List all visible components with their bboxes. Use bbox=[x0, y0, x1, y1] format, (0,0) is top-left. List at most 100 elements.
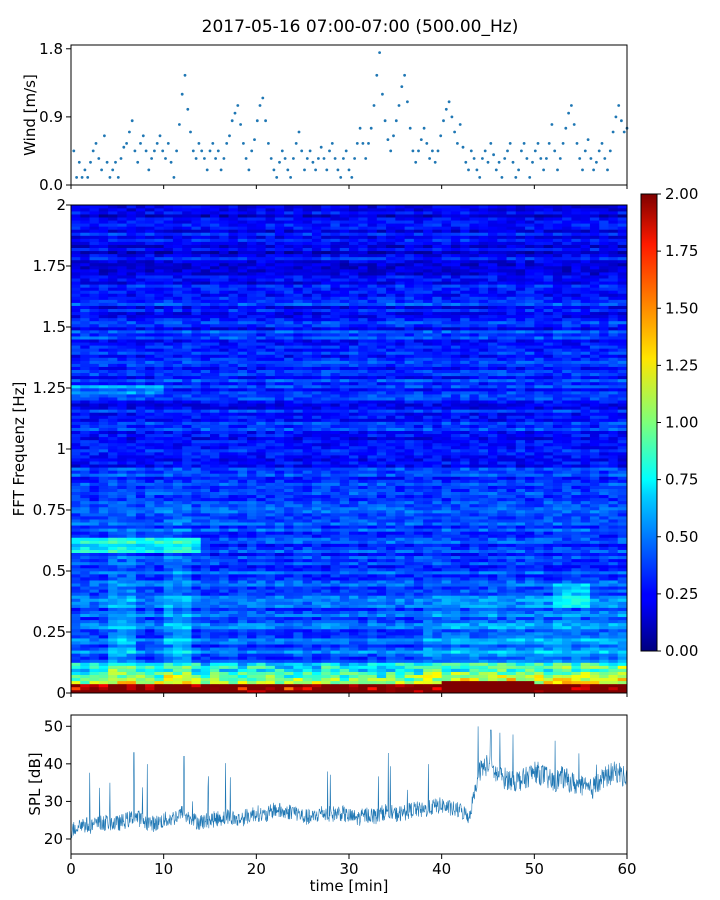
spectrogram-cell bbox=[552, 497, 563, 502]
spectrogram-cell bbox=[608, 519, 619, 523]
spectrogram-cell bbox=[478, 662, 489, 666]
spectrogram-cell bbox=[172, 540, 183, 544]
spectrogram-cell bbox=[135, 595, 146, 599]
wind-point bbox=[620, 119, 623, 123]
spectrogram-cell bbox=[302, 473, 313, 477]
spectrogram-cell bbox=[293, 628, 303, 633]
spectrogram-cell bbox=[478, 464, 489, 468]
spectrogram-cell bbox=[460, 589, 470, 593]
spectrogram-cell bbox=[126, 619, 137, 624]
spectrogram-cell bbox=[478, 625, 489, 630]
spectrogram-cell bbox=[432, 659, 442, 663]
spectrogram-cell bbox=[191, 476, 202, 480]
spectrogram-cell bbox=[89, 543, 100, 547]
spectrogram-cell bbox=[210, 513, 220, 517]
spectrogram-cell bbox=[386, 653, 396, 657]
spectrogram-cell bbox=[580, 506, 591, 511]
spectrogram-cell bbox=[135, 680, 146, 685]
spectrogram-cell bbox=[460, 659, 470, 663]
spectrogram-cell bbox=[219, 497, 229, 502]
spectrogram-cell bbox=[126, 583, 137, 587]
spectrogram-cell bbox=[311, 537, 322, 541]
wind-point bbox=[528, 176, 532, 179]
spectrogram-cell bbox=[488, 482, 498, 486]
spectrogram-cell bbox=[330, 647, 341, 651]
spectrogram-cell bbox=[617, 580, 628, 584]
spectrogram-cell bbox=[386, 613, 396, 618]
spectrogram-cell bbox=[589, 552, 600, 557]
spectrogram-cell bbox=[506, 574, 517, 578]
spectrogram-cell bbox=[488, 500, 498, 505]
spectrogram-cell bbox=[580, 580, 591, 584]
spectrogram-cell bbox=[367, 549, 378, 553]
spectrogram-cell bbox=[460, 653, 470, 657]
spectrogram-cell bbox=[256, 506, 266, 511]
spectrogram-cell bbox=[228, 635, 239, 639]
spectrogram-cell bbox=[293, 482, 303, 486]
spectrogram-cell bbox=[358, 580, 368, 584]
spectrogram-cell bbox=[608, 503, 619, 508]
spectrogram-cell bbox=[469, 607, 480, 611]
spectrogram-cell bbox=[293, 683, 303, 688]
spectrogram-cell bbox=[247, 577, 257, 581]
spectrogram-cell bbox=[562, 571, 572, 575]
spectrogram-cell bbox=[321, 513, 331, 517]
spectrogram-cell bbox=[135, 476, 146, 480]
spectrogram-cell bbox=[293, 491, 303, 496]
spectrogram-cell bbox=[349, 449, 359, 453]
spectrogram-cell bbox=[108, 577, 118, 581]
spectrogram-cell bbox=[89, 625, 100, 630]
spectrogram-cell bbox=[358, 571, 368, 575]
spectrogram-cell bbox=[302, 589, 313, 593]
spectrogram-cell bbox=[580, 616, 591, 621]
spectrogram-cell bbox=[488, 625, 498, 630]
spectrogram-cell bbox=[349, 485, 359, 489]
spectrogram-cell bbox=[126, 479, 137, 483]
spectrogram-cell bbox=[191, 522, 202, 526]
spectrogram-cell bbox=[413, 546, 424, 550]
spectrogram-cell bbox=[126, 622, 137, 627]
spectrogram-cell bbox=[460, 665, 470, 669]
spectrogram-cell bbox=[210, 650, 220, 654]
spectrogram-cell bbox=[358, 610, 368, 614]
spectrogram-cell bbox=[89, 574, 100, 578]
spectrogram-cell bbox=[395, 534, 405, 538]
spectrogram-cell bbox=[358, 653, 368, 657]
spectrogram-cell bbox=[488, 671, 498, 675]
spectrogram-cell bbox=[571, 607, 581, 611]
spectrogram-cell bbox=[247, 601, 257, 605]
spectrogram-cell bbox=[210, 628, 220, 633]
wind-point bbox=[467, 168, 470, 172]
spectrogram-cell bbox=[478, 522, 489, 526]
spectrogram-cell bbox=[617, 659, 628, 663]
spectrogram-cell bbox=[265, 689, 276, 694]
spectrogram-cell bbox=[98, 470, 109, 474]
spectrogram-cell bbox=[80, 632, 90, 636]
spectrogram-cell bbox=[599, 488, 609, 492]
spectrogram-cell bbox=[488, 656, 498, 660]
spectrogram-cell bbox=[182, 586, 192, 590]
spectrogram-cell bbox=[497, 552, 507, 557]
spectrogram-cell bbox=[460, 619, 470, 624]
spectrogram-cell bbox=[515, 662, 526, 666]
spectrogram-cell bbox=[71, 452, 81, 456]
spectrogram-cell bbox=[450, 552, 461, 557]
spectrogram-cell bbox=[562, 528, 572, 532]
spectrogram-cell bbox=[210, 616, 220, 621]
spectrogram-cell bbox=[543, 494, 554, 499]
spectrogram-cell bbox=[210, 555, 220, 560]
spectrogram-cell bbox=[608, 461, 619, 465]
spectrogram-cell bbox=[450, 589, 461, 593]
spectrogram-cell bbox=[469, 619, 480, 624]
spectrogram-cell bbox=[552, 525, 563, 529]
spectrogram-cell bbox=[580, 485, 591, 489]
spectrogram-cell bbox=[126, 458, 137, 462]
spectrogram-cell bbox=[126, 506, 137, 511]
spectrogram-cell bbox=[247, 522, 257, 526]
spectrogram-cell bbox=[395, 641, 405, 645]
spectrogram-cell bbox=[608, 680, 619, 685]
spectrogram-cell bbox=[89, 628, 100, 633]
spectrogram-cell bbox=[98, 619, 109, 624]
spectrogram-cell bbox=[274, 583, 285, 587]
spectrogram-cell bbox=[145, 503, 155, 508]
